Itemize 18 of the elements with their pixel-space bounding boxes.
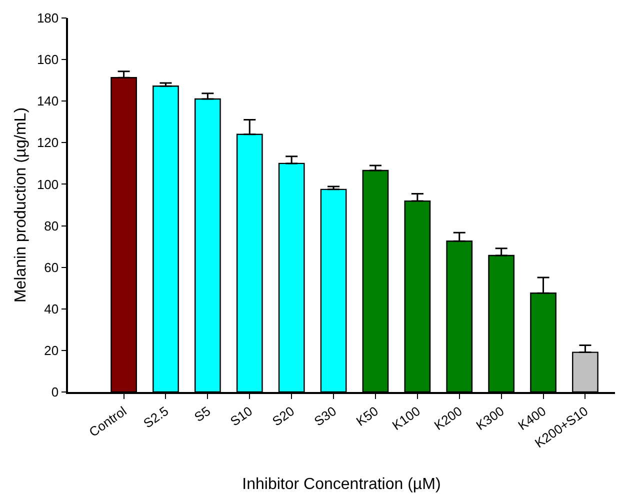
y-tick-label: 140: [36, 94, 59, 109]
x-tick-label: S30: [311, 403, 339, 429]
x-tick-label: S20: [269, 403, 298, 429]
y-tick-label: 120: [36, 135, 59, 150]
y-axis-title: Melanin production (µg/mL): [12, 107, 30, 303]
x-axis-title: Inhibitor Concentration (µM): [242, 476, 441, 493]
y-tick-label: 60: [44, 260, 59, 275]
y-tick-label: 40: [44, 301, 59, 316]
y-tick-label: 20: [44, 342, 59, 358]
x-tick-label: S2.5: [140, 403, 172, 431]
y-tick-label: 160: [36, 52, 59, 68]
x-tick-label: S10: [228, 403, 256, 429]
y-tick-label: 100: [36, 176, 59, 192]
y-tick-label: 80: [44, 218, 59, 234]
x-tick-label: K50: [353, 403, 381, 429]
y-tick-label: 180: [36, 10, 59, 26]
y-tick-label: 0: [51, 384, 59, 400]
x-tick-label: S5: [192, 403, 214, 425]
